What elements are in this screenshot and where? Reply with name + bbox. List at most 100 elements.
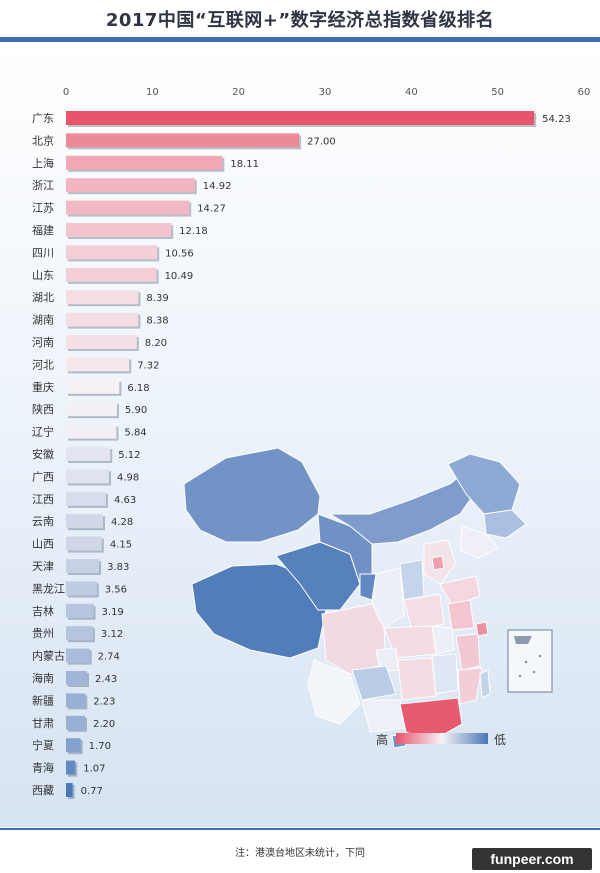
bar	[66, 424, 117, 439]
bar	[66, 783, 73, 797]
map-region-jiangsu	[447, 599, 475, 631]
category-label: 江西	[32, 493, 54, 506]
legend-low-label: 低	[494, 733, 506, 747]
category-label: 重庆	[32, 380, 54, 394]
map-legend: 高低	[376, 732, 506, 747]
bar	[66, 312, 139, 327]
value-label: 3.12	[101, 629, 123, 640]
value-label: 10.56	[165, 248, 194, 259]
x-tick-label: 30	[319, 87, 332, 98]
bar	[66, 671, 87, 685]
category-label: 山西	[32, 538, 54, 551]
map-region-shandong	[439, 575, 481, 607]
bar	[66, 223, 172, 237]
china-map-illustration	[183, 447, 553, 749]
x-tick-label: 40	[405, 87, 418, 98]
category-label: 福建	[32, 223, 54, 237]
map-region-beijing	[431, 555, 445, 571]
bar	[66, 178, 195, 193]
map-region-inner-mongolia	[328, 465, 481, 545]
bar	[66, 491, 106, 506]
value-label: 3.83	[107, 562, 129, 573]
category-label: 吉林	[32, 604, 54, 618]
bar	[66, 379, 120, 394]
category-label: 贵州	[32, 627, 54, 640]
map-region-zhejiang	[455, 633, 481, 671]
bar	[66, 111, 535, 125]
value-label: 14.92	[203, 181, 232, 192]
category-label: 安徽	[32, 447, 54, 461]
map-region-liaoning	[459, 525, 499, 559]
bar	[66, 155, 223, 170]
chart-panel: 0 10 20 30 40 50 60 广东 54.23 北京 27.00 上海 18.11 浙江 14.9…	[0, 44, 600, 827]
bar	[66, 581, 97, 596]
map-region-henan	[403, 593, 445, 631]
map-region-chongqing	[375, 647, 399, 673]
map-region-xinjiang	[183, 447, 321, 543]
map-region-sichuan	[321, 603, 387, 675]
value-label: 5.84	[124, 428, 146, 439]
value-label: 27.00	[307, 136, 336, 147]
bar	[66, 738, 81, 753]
bar	[66, 648, 90, 663]
map-region-shanghai	[475, 621, 489, 637]
value-label: 8.20	[145, 338, 167, 349]
map-region-taiwan	[479, 669, 491, 699]
category-label: 四川	[32, 246, 54, 259]
x-tick-label: 20	[232, 87, 245, 98]
footer-note: 注：港澳台地区未统计，下同	[235, 848, 365, 859]
bar	[66, 290, 139, 305]
map-region-hunan	[397, 657, 437, 701]
x-tick-label: 10	[146, 87, 159, 98]
category-label: 河南	[32, 336, 54, 349]
map-region-heilongjiang	[447, 453, 521, 515]
value-label: 4.28	[111, 517, 133, 528]
map-region-shanxi	[399, 559, 425, 601]
map-region-jiangxi	[431, 653, 459, 695]
page-title: 2017中国“互联网+”数字经济总指数省级排名	[105, 10, 495, 31]
map-region-yunnan	[307, 659, 361, 725]
category-label: 新疆	[32, 693, 54, 707]
bar	[66, 335, 137, 349]
category-label: 甘肃	[32, 717, 54, 730]
category-label: 天津	[32, 560, 54, 573]
value-label: 3.56	[105, 584, 127, 595]
value-label: 8.38	[146, 316, 168, 327]
x-tick-label: 50	[491, 87, 504, 98]
value-label: 4.15	[110, 540, 132, 551]
map-region-shaanxi	[371, 567, 405, 629]
value-label: 2.43	[95, 674, 117, 685]
category-label: 西藏	[32, 784, 54, 797]
bar	[66, 603, 94, 618]
bar	[66, 469, 109, 484]
value-label: 6.18	[127, 383, 149, 394]
bar	[66, 133, 300, 148]
value-label: 18.11	[230, 159, 259, 170]
category-label: 黑龙江	[32, 582, 65, 595]
category-label: 广东	[32, 112, 54, 125]
title-rule	[0, 37, 600, 42]
value-label: 54.23	[542, 114, 571, 125]
bar	[66, 447, 111, 461]
category-label: 宁夏	[32, 738, 54, 752]
category-label: 上海	[32, 156, 54, 170]
x-tick-label: 0	[63, 87, 69, 98]
category-label: 山东	[32, 269, 54, 282]
category-label: 青海	[32, 761, 54, 775]
value-label: 7.32	[137, 360, 159, 371]
map-region-guizhou	[351, 665, 397, 701]
category-label: 辽宁	[32, 425, 54, 439]
bar	[66, 693, 86, 708]
bar	[66, 536, 102, 551]
value-label: 5.90	[125, 405, 147, 416]
bar	[66, 626, 93, 641]
map-region-tibet	[191, 563, 327, 659]
value-label: 2.23	[93, 696, 115, 707]
value-label: 12.18	[179, 226, 208, 237]
value-label: 5.12	[118, 450, 140, 461]
category-label: 河北	[32, 358, 54, 371]
x-tick-label: 60	[578, 87, 591, 98]
value-label: 2.20	[93, 719, 115, 730]
category-label: 内蒙古	[32, 649, 65, 663]
legend-high-label: 高	[376, 732, 388, 747]
